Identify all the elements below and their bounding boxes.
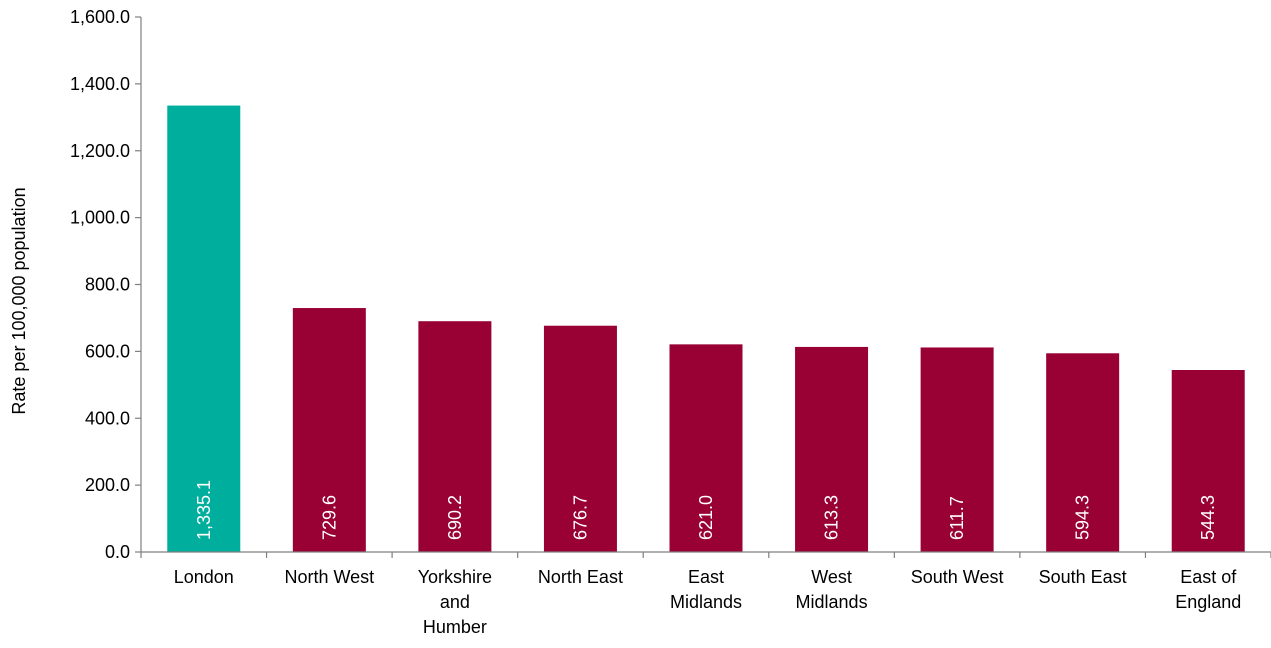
bar-value-label: 1,335.1	[194, 480, 214, 540]
bar	[292, 308, 366, 552]
y-axis-title: Rate per 100,000 population	[9, 187, 29, 414]
bar	[795, 346, 869, 552]
x-category-label: South East	[1039, 567, 1127, 587]
bar-value-label: 611.7	[947, 496, 967, 540]
x-category-label: West Midlands	[796, 567, 868, 612]
bar	[669, 344, 743, 552]
x-category-label: South West	[911, 567, 1004, 587]
y-tick-label: 1,400.0	[70, 74, 130, 94]
y-tick-label: 200.0	[85, 475, 130, 495]
bar	[1046, 353, 1120, 552]
bar-value-label: 621.0	[696, 495, 716, 540]
bar-value-label: 690.2	[445, 495, 465, 540]
bar	[418, 321, 492, 552]
x-category-label: North West	[284, 567, 374, 587]
bar	[1171, 369, 1245, 552]
y-tick-label: 1,200.0	[70, 141, 130, 161]
y-tick-label: 0.0	[105, 542, 130, 562]
x-category-label: North East	[538, 567, 623, 587]
x-category-label: Yorkshire and Humber	[418, 567, 492, 637]
bar	[920, 347, 994, 552]
y-tick-label: 800.0	[85, 275, 130, 295]
x-category-label: East of England	[1175, 567, 1241, 612]
x-category-label: East Midlands	[670, 567, 742, 612]
bars: 1,335.1 729.6 690.2 676.7 621.0 613.3 611.7 594…	[167, 105, 1245, 553]
bar-value-label: 594.3	[1073, 495, 1093, 540]
x-axis: London North West Yorkshire and Humber North …	[140, 551, 1271, 637]
x-category-label: London	[174, 567, 234, 587]
bar-value-label: 676.7	[570, 495, 590, 540]
y-axis: 0.0 200.0 400.0 600.0 800.0 1,000.0 1,200.0 1,4…	[70, 7, 142, 562]
bar-value-label: 613.3	[822, 495, 842, 540]
y-tick-label: 600.0	[85, 341, 130, 361]
y-tick-label: 400.0	[85, 408, 130, 428]
bar-value-label: 544.3	[1198, 495, 1218, 540]
bar	[543, 325, 617, 552]
bar	[167, 105, 241, 553]
y-tick-label: 1,600.0	[70, 7, 130, 27]
bar-value-label: 729.6	[319, 495, 339, 540]
y-tick-label: 1,000.0	[70, 208, 130, 228]
